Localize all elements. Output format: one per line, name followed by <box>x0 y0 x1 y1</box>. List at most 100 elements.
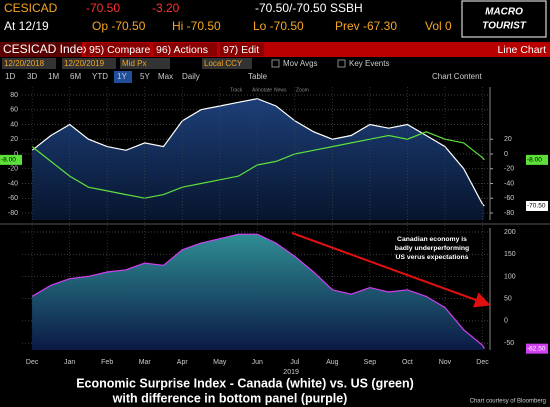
input[interactable] <box>62 58 116 69</box>
annotation: US verus expectations <box>396 254 469 261</box>
chart-icons: Track Annotate News Zoom <box>230 87 309 93</box>
table-tab[interactable]: Table <box>248 72 268 81</box>
change: -3.20 <box>152 1 180 15</box>
input[interactable] <box>202 58 252 69</box>
y-tick-label: 200 <box>504 229 516 236</box>
last-value-box <box>526 200 548 211</box>
y-tick-label: -60 <box>8 195 18 202</box>
chart-content[interactable]: Chart Content <box>432 72 483 81</box>
range-tab[interactable]: 6M <box>70 72 81 81</box>
x-tick-label: Apr <box>177 359 189 366</box>
y-tick-label: 0 <box>14 151 18 158</box>
security[interactable]: CESICAD Index <box>3 42 89 56</box>
logo-text: TOURIST <box>482 21 527 32</box>
option[interactable]: Key Events <box>349 59 389 68</box>
annotation: Canadian economy is <box>397 236 467 243</box>
open: Op -70.50 <box>92 19 146 33</box>
logo-text: MACRO <box>485 7 523 18</box>
range-selected <box>114 71 132 83</box>
view-name: Line Chart <box>498 44 547 56</box>
bid-ask: -70.50/-70.50 <box>255 1 327 15</box>
last-price: -70.50 <box>86 1 120 15</box>
y-tick-label: -50 <box>504 340 514 347</box>
logo-box <box>461 0 547 38</box>
checkbox[interactable] <box>271 59 280 68</box>
checkbox[interactable] <box>337 59 346 68</box>
last-value-box <box>0 154 22 165</box>
y-tick-label: 100 <box>504 273 516 280</box>
last-value-label: -8.00 <box>527 157 542 164</box>
annotation: badly underperforming <box>395 245 469 252</box>
y2-tick-label: -60 <box>504 195 514 202</box>
x-tick-label: Aug <box>326 359 339 366</box>
y2-tick-label: 20 <box>504 136 512 143</box>
button[interactable] <box>153 43 217 56</box>
y2-tick-label: 0 <box>504 151 508 158</box>
y-tick-label: 50 <box>504 296 512 303</box>
y-tick-label: 80 <box>10 92 18 99</box>
trend-arrow <box>291 232 491 308</box>
last-value-box <box>526 343 548 354</box>
x-tick-label: Dec <box>476 359 489 366</box>
chart-icon[interactable]: Zoom <box>296 87 309 93</box>
last-value-label: -62.50 <box>527 345 546 352</box>
last-value-box <box>526 154 548 165</box>
x-tick-label: Oct <box>402 359 413 366</box>
chart-icon[interactable]: Annotate <box>252 87 272 93</box>
button-label[interactable]: 95) Compare <box>89 44 150 56</box>
input[interactable] <box>2 58 56 69</box>
range-tab[interactable]: 5Y <box>140 72 150 81</box>
range-tab[interactable]: 1D <box>5 72 15 81</box>
y-tick-label: 20 <box>10 136 18 143</box>
button-label[interactable]: 97) Edit <box>223 44 259 56</box>
y-tick-label: 150 <box>504 251 516 258</box>
input[interactable] <box>120 58 170 69</box>
start-date[interactable]: 12/20/2018 <box>4 59 45 68</box>
range-tab[interactable]: YTD <box>92 72 108 81</box>
range-tab[interactable]: 1Y <box>117 72 127 81</box>
y2-tick-label: -40 <box>504 180 514 187</box>
area-fill <box>32 98 485 220</box>
x-tick-label: May <box>213 359 227 366</box>
volume: Vol 0 <box>425 19 452 33</box>
as-of: At 12/19 <box>4 19 49 33</box>
period[interactable]: Daily <box>182 72 200 81</box>
chart-icon[interactable]: Track <box>230 87 243 93</box>
range-tab[interactable]: Max <box>158 72 173 81</box>
x-tick-label: Nov <box>439 359 452 366</box>
y-tick-label: 0 <box>504 318 508 325</box>
source: SSBH <box>330 1 363 15</box>
area-fill <box>32 234 485 350</box>
prev: Prev -67.30 <box>335 19 397 33</box>
last-value-label: -8.00 <box>1 157 16 164</box>
price-field[interactable]: Mid Px <box>122 59 146 68</box>
credit: Chart courtesy of Bloomberg <box>470 399 546 405</box>
button[interactable] <box>86 43 150 56</box>
y-tick-label: 40 <box>10 121 18 128</box>
caption: with difference in bottom panel (purple) <box>112 391 348 405</box>
x-tick-label: Dec <box>26 359 39 366</box>
caption: Economic Surprise Index - Canada (white)… <box>76 376 414 390</box>
range-tabs: 1D 3D 1M 6M YTD 1Y 5Y Max <box>5 72 173 81</box>
button-label[interactable]: 96) Actions <box>156 44 208 56</box>
y-tick-label: 60 <box>10 107 18 114</box>
range-tab[interactable]: 3D <box>27 72 37 81</box>
y-tick-label: -40 <box>8 180 18 187</box>
range-tab[interactable]: 1M <box>48 72 59 81</box>
x-tick-label: Mar <box>139 359 152 366</box>
option[interactable]: Mov Avgs <box>283 59 318 68</box>
chart-icon[interactable]: News <box>274 87 287 93</box>
currency[interactable]: Local CCY <box>204 59 243 68</box>
series-line <box>31 233 485 349</box>
plots: 806040200-20-40-60-80200-20-40-60-80-70.… <box>0 87 548 376</box>
y-tick-label: -20 <box>8 166 18 173</box>
security-box <box>0 42 82 57</box>
y-tick-label: -80 <box>8 210 18 217</box>
button[interactable] <box>220 43 264 56</box>
series-line <box>31 131 485 199</box>
end-date[interactable]: 12/20/2019 <box>64 59 105 68</box>
x-tick-label: Jun <box>252 359 263 366</box>
x-axis-label: 2019 <box>283 369 299 376</box>
x-tick-label: Jan <box>64 359 75 366</box>
